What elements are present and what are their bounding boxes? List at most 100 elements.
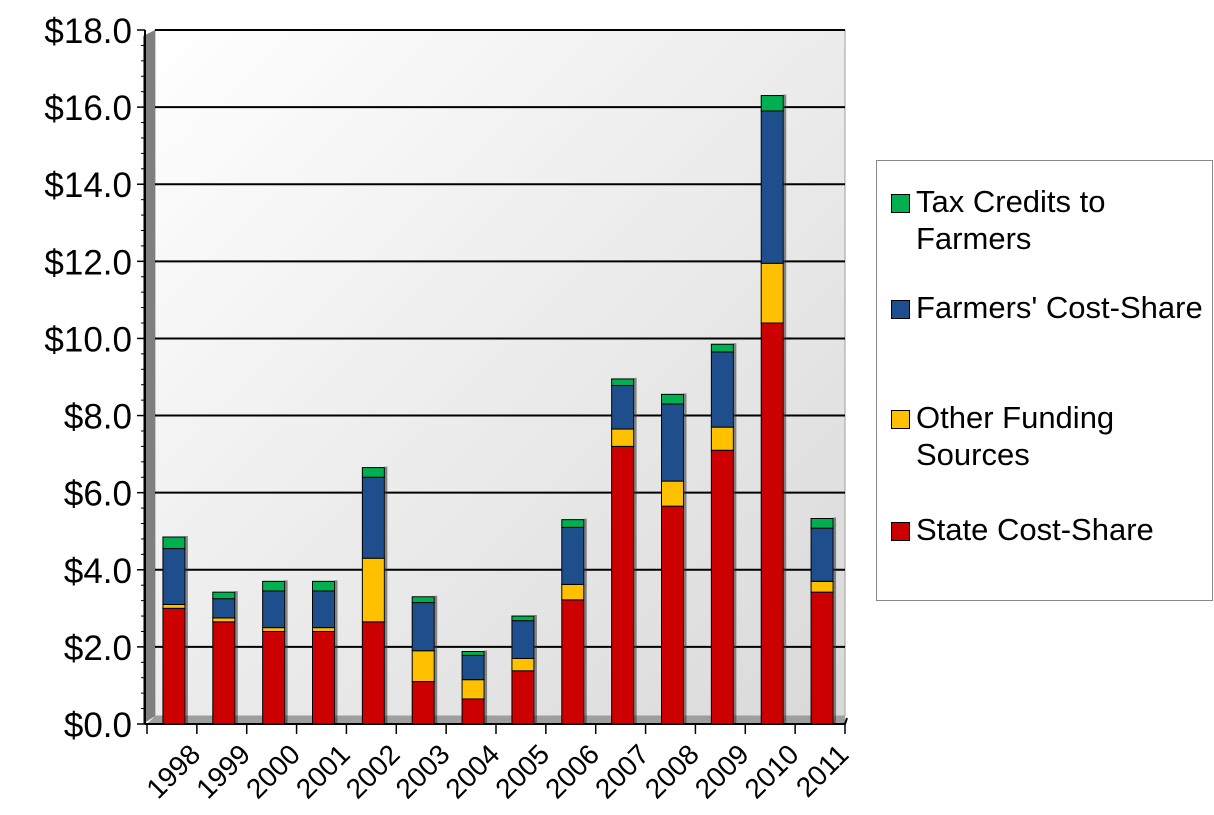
bar-segment [561, 526, 585, 585]
bar-segment [810, 517, 834, 529]
bar-segment-side [733, 343, 737, 351]
legend-label: Tax Credits to Farmers [916, 184, 1106, 256]
bar-segment [312, 590, 335, 629]
bar-segment [312, 580, 335, 592]
bar-segment-side [234, 620, 238, 723]
bar-segment-side [284, 589, 288, 627]
bar-segment-side [683, 393, 687, 403]
bar-segment-side [583, 598, 587, 723]
legend-swatch-state-cost-share [891, 522, 910, 541]
y-tick-label: $0.0 [64, 706, 132, 745]
y-tick-label: $10.0 [44, 320, 132, 359]
y-tick-label: $6.0 [64, 475, 132, 514]
legend-label: Farmers' Cost-Share [916, 290, 1203, 325]
bar-segment-side [484, 654, 488, 679]
bar-segment-side [234, 591, 238, 598]
legend-item-state-cost-share: State Cost-Share [891, 511, 1206, 548]
bar-segment-side [783, 109, 787, 263]
x-tick-label: 2004 [439, 738, 505, 804]
bar-segment-side [284, 580, 288, 590]
bar-segment-side [633, 377, 637, 385]
bar-segment [810, 580, 834, 593]
bar-segment [461, 698, 485, 725]
bar-segment-side [384, 466, 388, 477]
bar-segment-side [533, 619, 537, 658]
bar-segment [162, 548, 186, 605]
bar-segment-side [384, 620, 388, 723]
bar-segment [561, 599, 585, 725]
legend-swatch-tax-credits [891, 194, 910, 213]
bar-segment [262, 590, 286, 629]
bar-segment [212, 621, 236, 725]
bar-segment [511, 615, 535, 622]
bar-segment [262, 627, 286, 632]
legend: Tax Credits to Farmers Farmers' Cost-Sha… [876, 160, 1213, 601]
bar-segment [611, 445, 635, 725]
bar-segment [810, 591, 834, 725]
bar-segment [361, 476, 385, 559]
bar-segment-side [334, 580, 338, 590]
bar-segment [511, 670, 535, 725]
bar-segment-side [284, 626, 288, 631]
legend-item-other-funding: Other Funding Sources [891, 399, 1206, 473]
bar-segment-side [334, 589, 338, 627]
bar-segment-side [184, 536, 188, 548]
bar-segment [312, 627, 335, 632]
bar-segment-side [434, 601, 438, 650]
bar-segment-side [733, 449, 737, 723]
bar-segment [760, 110, 784, 264]
bar-segment [710, 351, 734, 428]
bar-segment-side [633, 384, 637, 429]
bar-segment-side [384, 557, 388, 621]
legend-label: Other Funding Sources [916, 400, 1115, 472]
bar-segment [810, 527, 834, 582]
bar-segment-side [434, 649, 438, 681]
bar-segment [361, 621, 385, 725]
bar-segment [361, 467, 385, 478]
bar-segment [361, 557, 385, 623]
bar-segment-side [833, 517, 837, 528]
bar-segment [511, 620, 535, 659]
legend-item-farmers-cost-share: Farmers' Cost-Share [891, 289, 1206, 326]
bar-segment-side [783, 94, 787, 110]
x-tick-label: 2000 [240, 738, 306, 804]
bar-segment [461, 654, 485, 681]
bar-segment-side [384, 476, 388, 558]
bar-segment-side [683, 402, 687, 481]
bar-segment [661, 393, 684, 405]
bar-segment-side [583, 526, 587, 584]
bar-segment [411, 681, 435, 725]
x-tick-label: 1999 [190, 738, 256, 804]
bar-segment [661, 480, 684, 507]
bar-segment [461, 679, 485, 700]
x-tick-label: 2011 [790, 738, 855, 803]
x-tick-label: 2002 [340, 738, 406, 804]
bar-segment-side [533, 615, 537, 620]
plot-floor [147, 716, 845, 724]
bar-segment-side [184, 607, 188, 723]
bar-segment [661, 403, 684, 482]
bar-segment [262, 580, 286, 592]
bar-segment [710, 426, 734, 451]
bar-segment-side [484, 650, 488, 655]
bar-segment-side [334, 626, 338, 631]
bar-segment-side [533, 669, 537, 723]
legend-swatch-other-funding [891, 410, 910, 429]
bar-segment [212, 617, 236, 623]
bar-segment-side [733, 426, 737, 450]
bar-segment [262, 630, 286, 725]
bar-segment-side [783, 262, 787, 323]
x-tick-label: 2005 [489, 738, 555, 804]
bar-segment [162, 607, 186, 725]
x-tick-label: 2007 [589, 738, 655, 804]
y-tick-label: $8.0 [64, 398, 132, 437]
legend-item-tax-credits: Tax Credits to Farmers [891, 183, 1206, 257]
y-tick-label: $12.0 [44, 243, 132, 282]
y-tick-label: $14.0 [44, 166, 132, 205]
bar-segment-side [783, 322, 787, 723]
bar-segment [461, 651, 485, 656]
x-tick-label: 2001 [290, 738, 356, 804]
bar-segment [710, 449, 734, 725]
y-tick-label: $2.0 [64, 629, 132, 668]
